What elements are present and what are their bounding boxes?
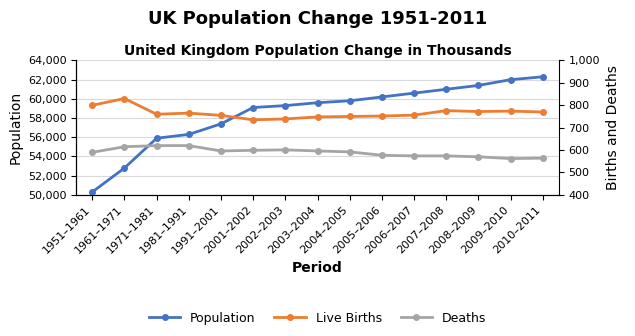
Deaths	[507, 157, 514, 161]
Line: Population: Population	[90, 74, 545, 195]
Live Births	[121, 96, 128, 100]
Live Births	[314, 115, 321, 119]
Live Births	[346, 115, 354, 119]
Population	[88, 190, 96, 194]
Deaths	[410, 154, 418, 158]
Population	[507, 78, 514, 82]
Deaths	[314, 149, 321, 153]
Live Births	[410, 113, 418, 117]
Live Births	[153, 112, 161, 116]
Population	[474, 83, 482, 87]
Population	[250, 106, 257, 110]
Deaths	[88, 150, 96, 154]
Population	[539, 75, 547, 79]
Live Births	[88, 103, 96, 107]
Live Births	[539, 110, 547, 114]
Deaths	[250, 148, 257, 152]
Deaths	[185, 143, 192, 148]
Deaths	[153, 143, 161, 148]
Population	[217, 122, 225, 126]
Deaths	[281, 148, 289, 152]
Live Births	[185, 111, 192, 115]
Live Births	[281, 117, 289, 121]
Population	[314, 101, 321, 105]
Live Births	[507, 109, 514, 113]
Legend: Population, Live Births, Deaths: Population, Live Births, Deaths	[144, 307, 491, 330]
Deaths	[217, 149, 225, 153]
Live Births	[474, 110, 482, 114]
Population	[281, 103, 289, 108]
Deaths	[121, 145, 128, 149]
Deaths	[443, 154, 450, 158]
Text: UK Population Change 1951-2011: UK Population Change 1951-2011	[148, 10, 487, 28]
Population	[185, 132, 192, 136]
Population	[443, 87, 450, 91]
Population	[378, 95, 385, 99]
Population	[410, 91, 418, 95]
Y-axis label: Births and Deaths: Births and Deaths	[606, 65, 620, 190]
Live Births	[250, 118, 257, 122]
Live Births	[443, 109, 450, 113]
Title: United Kingdom Population Change in Thousands: United Kingdom Population Change in Thou…	[124, 44, 511, 58]
Deaths	[378, 153, 385, 157]
Population	[153, 136, 161, 140]
Live Births	[217, 113, 225, 117]
Live Births	[378, 114, 385, 118]
Population	[346, 99, 354, 103]
Line: Live Births: Live Births	[90, 96, 545, 123]
Deaths	[474, 155, 482, 159]
Deaths	[539, 156, 547, 160]
X-axis label: Period: Period	[292, 261, 343, 275]
Population	[121, 166, 128, 170]
Line: Deaths: Deaths	[90, 143, 545, 161]
Y-axis label: Population: Population	[8, 91, 22, 164]
Deaths	[346, 150, 354, 154]
